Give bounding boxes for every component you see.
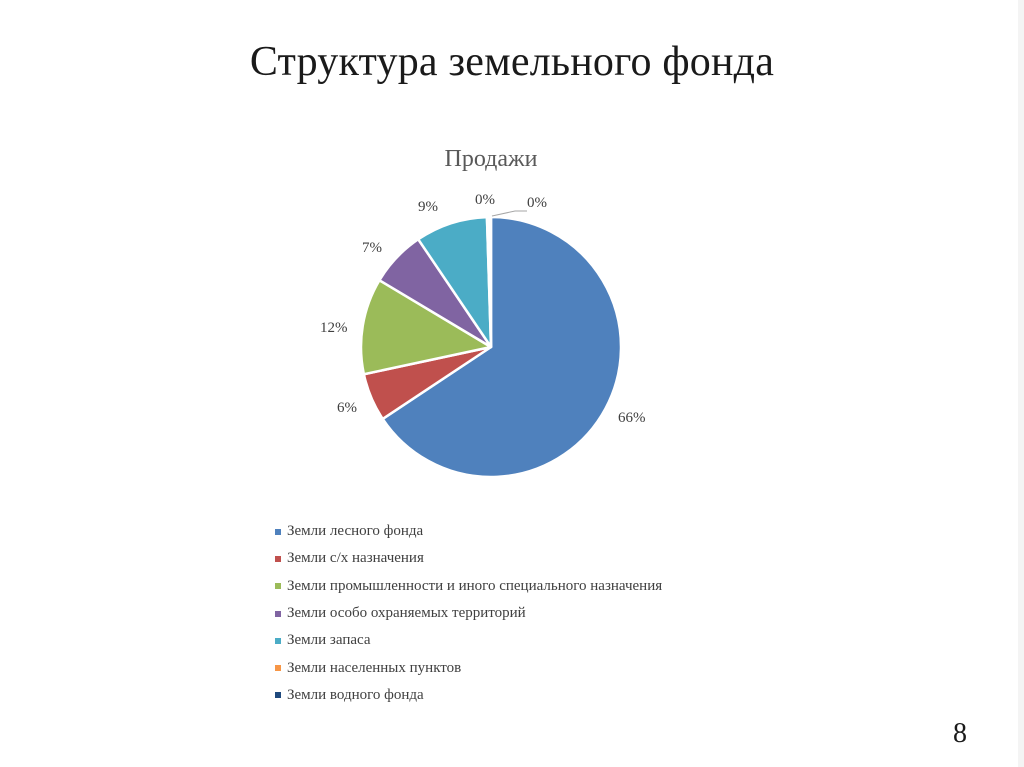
legend-swatch-icon [275,528,281,535]
pie-slice [381,215,623,479]
data-label-water: 0% [527,195,547,211]
legend-label: Земли промышленности и иного специальног… [287,577,663,594]
pie-slice [359,278,493,376]
slide-edge [1018,0,1024,767]
legend-label: Земли запаса [287,632,371,649]
legend-item: Земли населенных пунктов [275,654,662,681]
data-label-protected: 7% [362,240,382,256]
chart-legend: Земли лесного фонда Земли с/х назначения… [275,518,662,709]
slide-title: Структура земельного фонда [249,39,775,85]
legend-item: Земли промышленности и иного специальног… [275,573,662,600]
data-label-forest: 66% [618,410,646,426]
pie-slice [487,215,493,349]
legend-item: Земли особо охраняемых территорий [275,600,662,627]
legend-swatch-icon [275,637,281,644]
data-label-settlements: 0% [475,192,495,208]
legend-item: Земли водного фонда [275,682,662,709]
legend-label: Земли лесного фонда [287,523,424,540]
data-label-agri: 6% [337,400,357,416]
legend-item: Земли лесного фонда [275,518,662,545]
legend-swatch-icon [275,583,281,590]
leader-line [491,210,527,217]
data-label-reserve: 9% [418,199,438,215]
legend-label: Земли с/х назначения [287,550,424,567]
slide-number: 8 [953,718,967,749]
legend-swatch-icon [275,692,281,699]
legend-item: Земли запаса [275,627,662,654]
legend-swatch-icon [275,555,281,562]
legend-swatch-icon [275,665,281,672]
legend-label: Земли населенных пунктов [287,659,462,676]
data-label-industry: 12% [320,320,348,336]
legend-swatch-icon [275,610,281,617]
chart-title: Продажи [444,146,538,172]
legend-label: Земли особо охраняемых территорий [287,605,526,622]
legend-label: Земли водного фонда [287,686,424,703]
legend-item: Земли с/х назначения [275,545,662,572]
